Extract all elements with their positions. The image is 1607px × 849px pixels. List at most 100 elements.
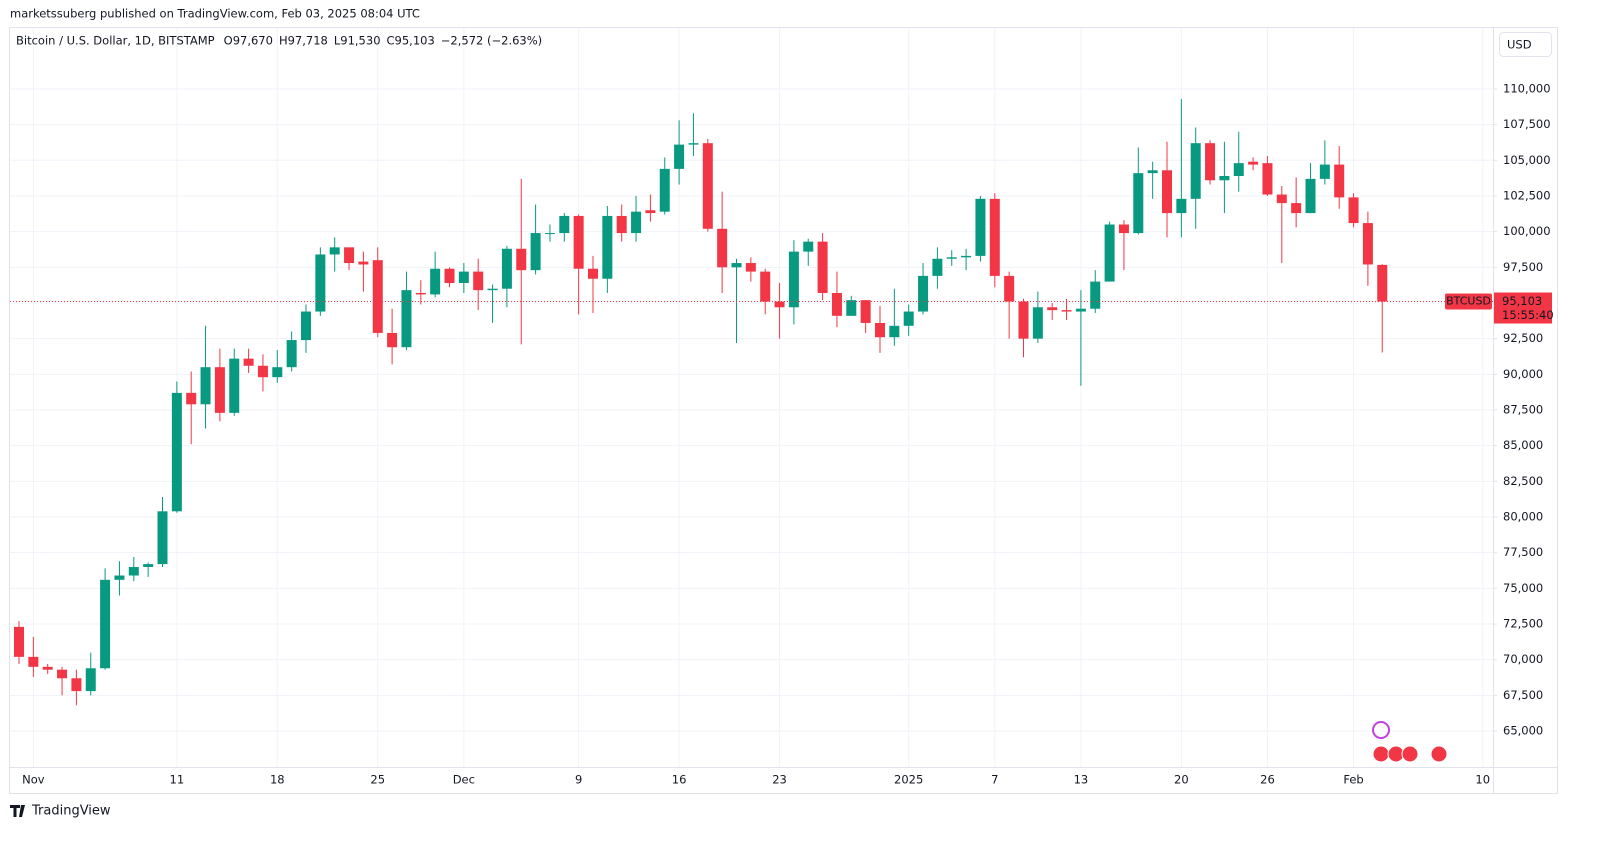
candle-body <box>1104 224 1115 282</box>
x-tick-label: 13 <box>1074 773 1089 787</box>
y-tick-label: 90,000 <box>1503 367 1543 381</box>
candle-body <box>559 215 570 234</box>
candle-body <box>501 248 512 289</box>
candles <box>10 98 1493 706</box>
candle-body <box>171 392 182 512</box>
candle-body <box>631 211 642 234</box>
y-tick-label: 72,500 <box>1503 617 1543 631</box>
y-tick-label: 107,500 <box>1503 117 1551 131</box>
candle-body <box>57 669 68 679</box>
candle-body <box>372 260 383 333</box>
candle-body <box>788 251 799 308</box>
candle-body <box>1248 161 1259 165</box>
candle-body <box>774 301 785 308</box>
candle-body <box>688 143 699 145</box>
candle-body <box>430 268 441 295</box>
symbol-tag-bg <box>1445 293 1492 310</box>
countdown: 15:55:40 <box>1502 308 1554 322</box>
x-tick-label: 11 <box>170 773 185 787</box>
ohlc-key: L <box>334 34 341 48</box>
candle-body <box>200 367 211 405</box>
candle-body <box>42 666 53 670</box>
candle-body <box>1377 264 1388 302</box>
candle-body <box>1176 198 1187 214</box>
candle-body <box>602 215 613 279</box>
candle-body <box>1291 203 1302 214</box>
candle-body <box>272 367 283 378</box>
candle-body <box>875 322 885 338</box>
x-tick-label: Feb <box>1343 773 1363 787</box>
candle-body <box>717 228 728 268</box>
candle-body <box>329 247 340 255</box>
candle-body <box>85 668 96 692</box>
event-icon <box>1430 745 1448 763</box>
candle-body <box>918 275 929 312</box>
brand-logo <box>10 805 25 817</box>
candle-body <box>616 215 627 234</box>
candle-body <box>1233 163 1244 176</box>
y-tick-label: 102,500 <box>1503 188 1551 202</box>
candle-body <box>961 255 972 258</box>
candle-body <box>1032 307 1043 339</box>
candle-body <box>444 268 455 284</box>
candle-body <box>803 241 814 252</box>
candle-body <box>573 215 584 269</box>
candle-body <box>128 566 139 576</box>
y-tick-label: 100,000 <box>1503 224 1551 238</box>
candle-body <box>1061 310 1072 312</box>
y-tick-label: 75,000 <box>1503 581 1543 595</box>
candle-body <box>71 678 82 692</box>
brand: TradingView <box>31 804 111 819</box>
x-tick-label: 25 <box>370 773 385 787</box>
candle-body <box>831 292 842 316</box>
candle-body <box>143 564 154 567</box>
candle-body <box>28 656 39 667</box>
ohlc-value: 91,530 <box>340 34 380 48</box>
ohlc-key: O <box>224 34 233 48</box>
candle-body <box>645 210 656 214</box>
candle-body <box>989 198 1000 276</box>
event-icon <box>1372 745 1390 763</box>
candle-body <box>315 254 326 312</box>
candle-body <box>286 340 297 368</box>
candle-body <box>516 248 527 271</box>
candle-body <box>588 268 598 279</box>
candle-body <box>214 367 225 413</box>
event-icon <box>1401 745 1419 763</box>
y-tick-label: 77,500 <box>1503 545 1543 559</box>
y-tick-label: 105,000 <box>1503 153 1551 167</box>
candle-body <box>1090 281 1101 309</box>
y-tick-label: 87,500 <box>1503 403 1543 417</box>
candle-body <box>659 168 670 212</box>
candle-body <box>932 258 943 276</box>
candle-body <box>975 198 986 256</box>
candle-body <box>14 626 24 657</box>
x-tick-label: 16 <box>672 773 687 787</box>
candle-body <box>731 263 742 268</box>
currency-button[interactable] <box>1499 32 1552 57</box>
candle-body <box>1075 308 1086 312</box>
chart-frame <box>9 27 1558 794</box>
ohlc-value: 97,670 <box>233 34 273 48</box>
x-tick-label: 2025 <box>894 773 923 787</box>
x-tick-label: 26 <box>1260 773 1275 787</box>
candle-body <box>702 143 713 229</box>
candle-body <box>186 392 197 405</box>
ohlc-value: 95,103 <box>395 34 435 48</box>
candle-body <box>760 271 771 302</box>
x-tick-label: 7 <box>991 773 998 787</box>
candle-body <box>344 247 355 264</box>
candle-body <box>1018 301 1029 339</box>
candle-body <box>1319 164 1330 179</box>
y-tick-label: 92,500 <box>1503 331 1543 345</box>
candle-body <box>157 511 168 565</box>
candle-body <box>1004 275 1015 302</box>
candle-body <box>1047 307 1058 311</box>
candle-body <box>846 300 857 316</box>
candle-body <box>946 257 957 259</box>
candle-body <box>1362 223 1373 265</box>
legend-header: Bitcoin / U.S. Dollar, 1D, BITSTAMP O 97,… <box>16 34 542 48</box>
y-tick-label: 70,000 <box>1503 652 1543 666</box>
candle-body <box>257 365 268 378</box>
